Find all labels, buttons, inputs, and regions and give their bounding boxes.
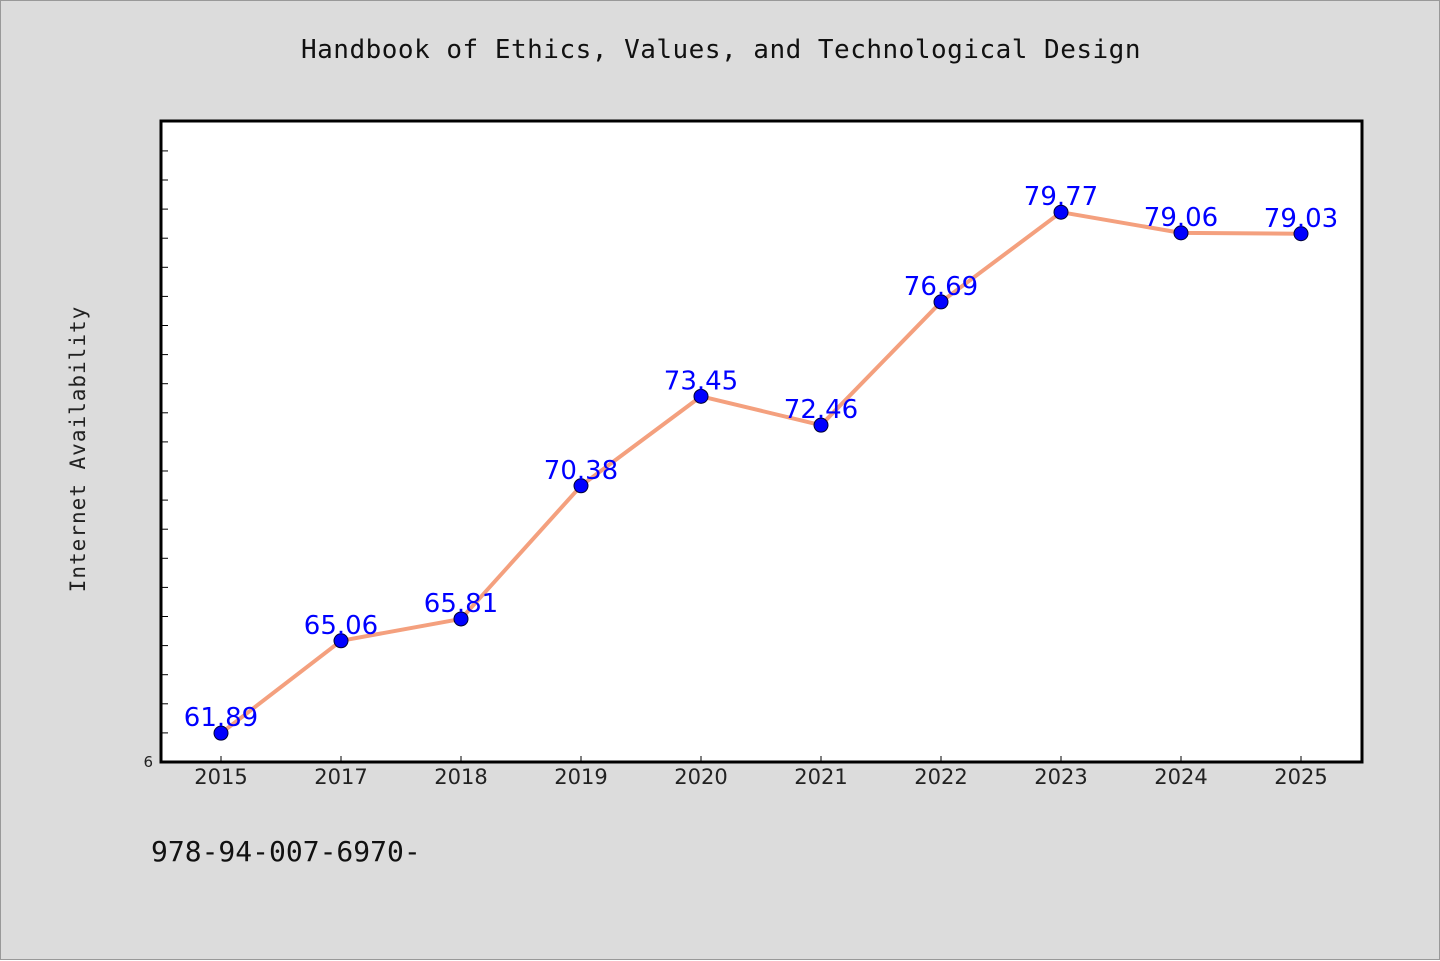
data-point	[453, 611, 469, 627]
data-label: 65.06	[304, 611, 378, 641]
chart-title: Handbook of Ethics, Values, and Technolo…	[301, 35, 1141, 65]
y-tick-label: 6	[143, 753, 153, 771]
data-label: 70.38	[544, 456, 618, 486]
x-tick-label: 2025	[1274, 765, 1327, 789]
data-label: 72.46	[784, 395, 858, 425]
x-tick-label: 2020	[674, 765, 727, 789]
data-point	[693, 388, 709, 404]
data-point	[1293, 226, 1309, 242]
data-point	[573, 478, 589, 494]
footer-text: 978-94-007-6970-	[151, 835, 421, 868]
data-label: 79.77	[1024, 182, 1098, 212]
data-label: 79.03	[1264, 204, 1338, 234]
data-point	[213, 725, 229, 741]
x-tick-label: 2019	[554, 765, 607, 789]
data-label: 65.81	[424, 589, 498, 619]
x-tick-label: 2023	[1034, 765, 1087, 789]
data-label: 76.69	[904, 272, 978, 302]
data-label: 61.89	[184, 703, 258, 733]
data-point	[1173, 225, 1189, 241]
y-axis-label: Internet Availability	[66, 306, 90, 593]
x-tick-label: 2015	[194, 765, 247, 789]
data-label: 79.06	[1144, 203, 1218, 233]
x-tick-label: 2024	[1154, 765, 1207, 789]
data-point	[933, 294, 949, 310]
data-label: 73.45	[664, 366, 738, 396]
x-tick-label: 2021	[794, 765, 847, 789]
data-point	[333, 633, 349, 649]
x-tick-label: 2017	[314, 765, 367, 789]
data-point	[813, 417, 829, 433]
data-point	[1053, 204, 1069, 220]
plot-frame	[159, 119, 1364, 764]
x-tick-label: 2018	[434, 765, 487, 789]
x-tick-label: 2022	[914, 765, 967, 789]
series-line	[219, 210, 1303, 736]
